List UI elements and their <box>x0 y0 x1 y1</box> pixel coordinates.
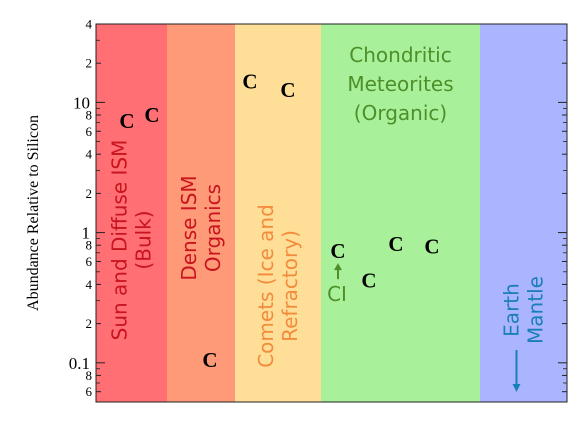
region-label-2-line-0: Comets (Ice and <box>254 204 278 368</box>
minor-tick-label-5: 8 <box>86 238 93 253</box>
region-label-4-line-0: Earth <box>500 283 524 337</box>
region-band-4 <box>480 24 567 402</box>
minor-tick-label-10: 2 <box>86 56 93 71</box>
data-point-5: C <box>330 239 345 263</box>
region-band-2 <box>235 24 321 402</box>
earth-mantle-arrow-head <box>512 384 521 392</box>
region-label-0-line-1: (Bulk) <box>132 210 156 269</box>
region-label-4-line-1: Mantle <box>524 276 548 344</box>
plot-frame <box>95 23 568 403</box>
region-labels: Sun and Diffuse ISM (Bulk) Dense ISM Organi… <box>108 43 548 392</box>
data-point-3: C <box>242 69 257 93</box>
region-label-3-line-1: Meteorites <box>347 72 453 96</box>
data-point-6: C <box>361 268 376 292</box>
data-point-4: C <box>280 78 295 102</box>
minor-tick-label-0: 6 <box>86 384 93 399</box>
region-label-1-line-0: Dense ISM <box>177 175 201 280</box>
minor-tick-label-1: 8 <box>86 368 93 383</box>
region-label-1-line-1: Organics <box>201 184 225 272</box>
data-point-7: C <box>388 232 403 256</box>
major-tick-label-2: 10 <box>73 93 90 112</box>
data-point-8: C <box>424 235 439 259</box>
y-axis-label: Abundance Relative to Silicon <box>25 115 42 311</box>
annotations: CI <box>327 263 347 306</box>
data-point-0: C <box>119 109 134 133</box>
minor-tick-label-9: 8 <box>86 108 93 123</box>
minor-tick-label-8: 6 <box>86 124 93 139</box>
ci-label-0: CI <box>327 282 347 306</box>
region-label-0-line-0: Sun and Diffuse ISM <box>108 140 132 341</box>
region-label-3-line-2: (Organic) <box>354 101 447 125</box>
region-label-3-line-0: Chondritic <box>349 43 451 67</box>
minor-tick-label-4: 6 <box>86 254 93 269</box>
region-band-1 <box>167 24 235 402</box>
minor-tick-label-11: 4 <box>86 17 93 32</box>
major-tick-label-1: 1 <box>82 224 91 243</box>
region-band-3 <box>321 24 480 402</box>
region-bands <box>96 24 567 402</box>
minor-tick-label-7: 4 <box>86 147 93 162</box>
ci-arrow-head-0 <box>334 263 342 271</box>
data-point-1: C <box>144 103 159 127</box>
minor-tick-label-6: 2 <box>86 186 93 201</box>
minor-tick-label-2: 2 <box>86 316 93 331</box>
data-point-2: C <box>202 348 217 372</box>
major-tick-label-0: 0.1 <box>69 354 90 373</box>
region-label-2-line-1: Refractory) <box>278 230 302 342</box>
minor-tick-label-3: 4 <box>86 277 93 292</box>
region-band-0 <box>96 24 167 402</box>
